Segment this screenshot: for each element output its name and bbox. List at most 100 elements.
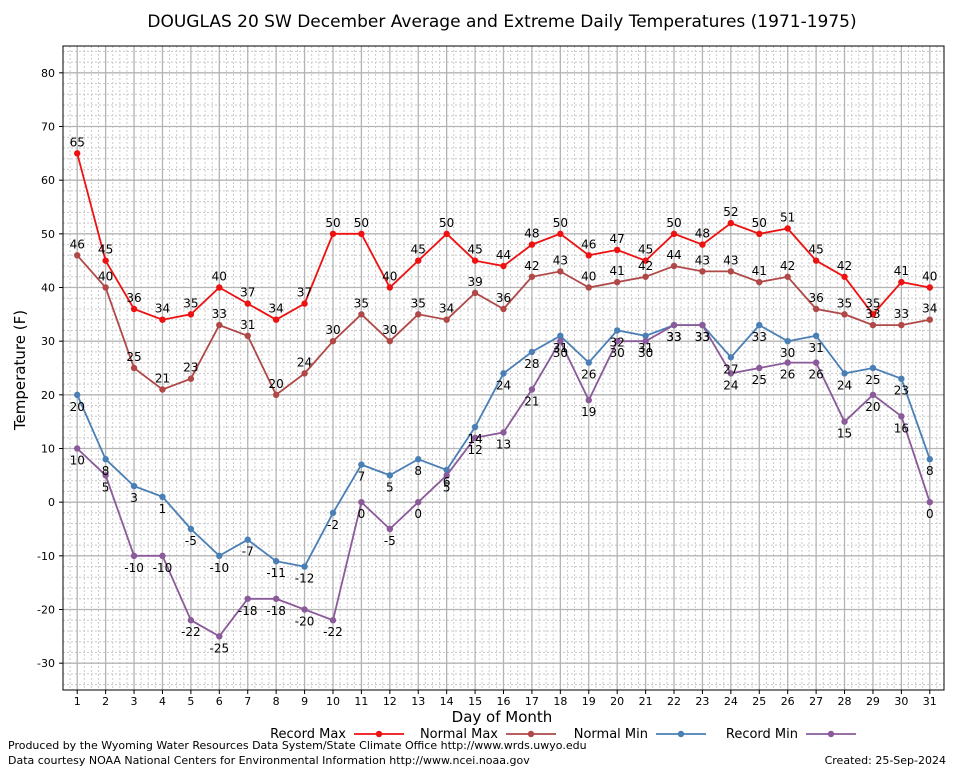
record-min-data-label: -10 — [153, 561, 173, 575]
normal-max-point — [869, 321, 877, 329]
x-tick-label: 8 — [273, 695, 280, 708]
normal-min-data-label: 25 — [865, 373, 880, 387]
normal-min-point — [756, 321, 763, 329]
record-min-point — [500, 429, 507, 436]
normal-max-data-label: 30 — [325, 323, 340, 337]
footer-credits: Produced by the Wyoming Water Resources … — [8, 738, 587, 768]
x-tick-label: 20 — [610, 695, 624, 708]
record-min-point — [159, 552, 166, 560]
record-max-series — [74, 150, 933, 323]
normal-max-point — [756, 278, 763, 286]
record-min-data-label: 10 — [70, 454, 85, 468]
normal-min-point — [613, 327, 621, 334]
record-min-data-label: 30 — [638, 346, 653, 360]
normal-min-point — [557, 332, 564, 339]
footer-created-date: Created: 25-Sep-2024 — [824, 754, 946, 767]
record-min-point — [926, 498, 933, 506]
record-max-point — [699, 241, 706, 248]
record-min-point — [784, 359, 791, 366]
record-min-data-label: 16 — [894, 421, 909, 435]
record-min-data-label: -25 — [210, 641, 230, 655]
normal-max-series — [74, 252, 933, 399]
normal-max-point — [642, 273, 649, 280]
record-min-point — [443, 472, 450, 479]
normal-max-data-label: 20 — [269, 377, 284, 391]
record-min-data-label: 20 — [865, 400, 880, 414]
record-min-data-label: 0 — [414, 507, 422, 521]
normal-max-data-label: 30 — [382, 323, 397, 337]
normal-max-data-label: 39 — [467, 275, 482, 289]
record-min-data-label: -10 — [124, 561, 144, 575]
record-min-point — [130, 552, 138, 560]
normal-min-data-label: 7 — [358, 470, 366, 484]
record-max-data-label: 50 — [666, 216, 681, 230]
normal-max-point — [727, 268, 735, 275]
normal-max-data-label: 33 — [894, 307, 909, 321]
normal-max-point — [386, 337, 394, 345]
record-max-data-label: 35 — [183, 296, 198, 310]
record-min-data-label: 21 — [524, 394, 539, 408]
record-min-point — [187, 617, 195, 624]
normal-min-legend-label: Normal Min — [574, 727, 648, 742]
y-tick-label: 20 — [41, 389, 55, 402]
record-max-data-label: 65 — [70, 135, 85, 149]
record-min-point — [102, 472, 109, 479]
record-max-data-label: 45 — [98, 243, 113, 257]
x-axis-title: Day of Month — [452, 708, 553, 726]
normal-min-data-label: -11 — [266, 566, 286, 580]
normal-max-data-label: 43 — [723, 253, 738, 267]
record-max-point — [443, 230, 450, 238]
normal-min-data-label: -12 — [295, 572, 315, 586]
record-max-point — [727, 219, 735, 227]
record-min-data-label: 15 — [837, 427, 852, 441]
record-max-data-label: 52 — [723, 205, 738, 219]
record-max-point — [415, 257, 422, 264]
record-min-data-label: 12 — [467, 443, 482, 457]
record-max-point — [642, 257, 649, 264]
record-min-point — [557, 337, 564, 345]
x-tick-label: 28 — [838, 695, 852, 708]
normal-max-point — [216, 321, 223, 329]
record-min-point — [727, 370, 735, 377]
record-min-legend-label: Record Min — [726, 727, 798, 742]
normal-min-point — [386, 472, 394, 479]
normal-max-data-label: 23 — [183, 361, 198, 375]
record-max-data-label: 50 — [553, 216, 568, 230]
record-max-data-label: 46 — [581, 237, 596, 251]
normal-max-data-label: 42 — [638, 259, 653, 273]
record-min-point — [74, 445, 81, 452]
normal-min-point — [471, 423, 479, 431]
normal-max-data-label: 44 — [666, 248, 681, 262]
normal-min-point — [244, 536, 251, 543]
normal-min-point — [159, 493, 166, 500]
normal-max-point — [500, 305, 507, 313]
normal-min-point — [272, 558, 280, 565]
record-max-data-label: 47 — [610, 232, 625, 246]
normal-max-legend-marker — [527, 730, 535, 738]
x-tick-label: 24 — [724, 695, 738, 708]
normal-min-point — [358, 461, 365, 468]
record-min-data-label: -22 — [323, 625, 343, 639]
record-max-data-label: 42 — [837, 259, 852, 273]
normal-min-data-label: 8 — [414, 464, 422, 478]
x-tick-label: 23 — [695, 695, 709, 708]
record-max-point — [784, 225, 791, 232]
y-tick-label: 80 — [41, 67, 55, 80]
normal-max-data-label: 42 — [780, 259, 795, 273]
record-max-data-label: 48 — [524, 227, 539, 241]
normal-max-data-label: 46 — [70, 237, 85, 251]
normal-min-data-label: 26 — [581, 368, 596, 382]
record-max-point — [756, 230, 763, 238]
x-tick-label: 27 — [809, 695, 823, 708]
normal-max-data-label: 36 — [496, 291, 511, 305]
normal-min-point — [415, 456, 422, 463]
normal-max-data-label: 21 — [155, 371, 170, 385]
record-max-data-label: 45 — [808, 243, 823, 257]
normal-max-data-label: 34 — [922, 302, 937, 316]
record-max-data-label: 50 — [439, 216, 454, 230]
record-max-data-label: 34 — [155, 302, 170, 316]
normal-min-data-label: 31 — [638, 341, 653, 355]
record-min-data-label: 30 — [610, 346, 625, 360]
normal-max-point — [471, 289, 479, 297]
